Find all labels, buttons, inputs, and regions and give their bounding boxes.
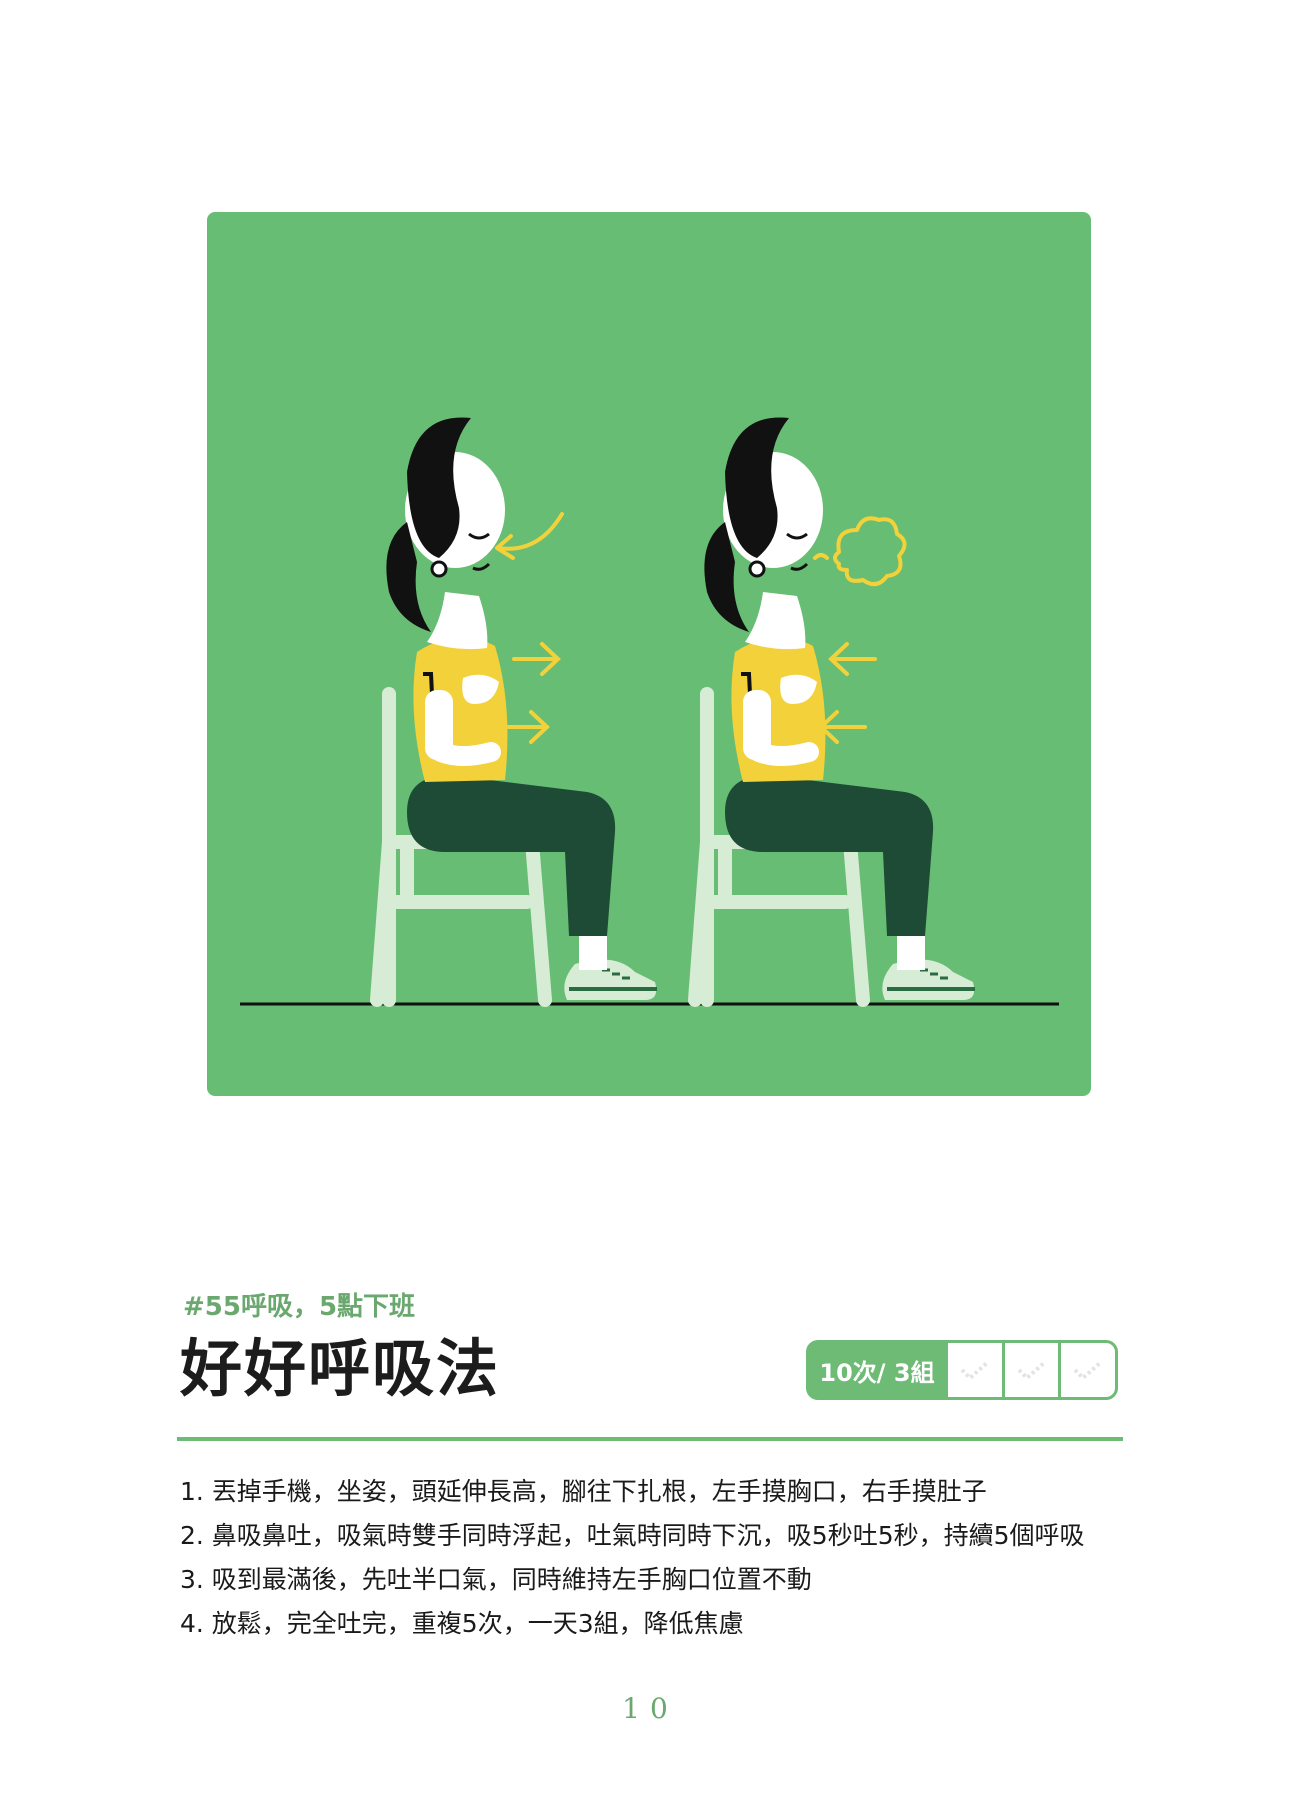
hashtag: #55呼吸，5點下班	[183, 1292, 416, 1322]
check-icon	[1073, 1360, 1103, 1381]
tracker-label: 10次/ 3組	[819, 1358, 935, 1387]
figure-exhale	[688, 417, 975, 1007]
set-checkbox-3[interactable]	[1061, 1343, 1115, 1397]
instruction-list: 1. 丟掉手機，坐姿，頭延伸長高，腳往下扎根，左手摸胸口，右手摸肚子 2. 鼻吸…	[180, 1470, 1085, 1646]
figure-inhale	[370, 417, 657, 1007]
page-number: 10	[622, 1692, 678, 1725]
repetition-tracker: 10次/ 3組	[806, 1340, 1118, 1400]
set-checkbox-1[interactable]	[948, 1343, 1002, 1397]
check-icon	[1017, 1360, 1046, 1381]
check-icon	[960, 1360, 990, 1381]
instruction-step: 1. 丟掉手機，坐姿，頭延伸長高，腳往下扎根，左手摸胸口，右手摸肚子	[180, 1477, 987, 1506]
set-checkbox-2[interactable]	[1004, 1343, 1059, 1397]
instruction-step: 2. 鼻吸鼻吐，吸氣時雙手同時浮起，吐氣時同時下沉，吸5秒吐5秒，持續5個呼吸	[180, 1521, 1085, 1550]
breathing-illustration	[207, 212, 1091, 1096]
instruction-step: 4. 放鬆，完全吐完，重複5次，一天3組，降低焦慮	[180, 1609, 744, 1638]
page-title: 好好呼吸法	[180, 1332, 501, 1405]
section-divider	[177, 1437, 1123, 1441]
instruction-step: 3. 吸到最滿後，先吐半口氣，同時維持左手胸口位置不動	[180, 1565, 812, 1594]
